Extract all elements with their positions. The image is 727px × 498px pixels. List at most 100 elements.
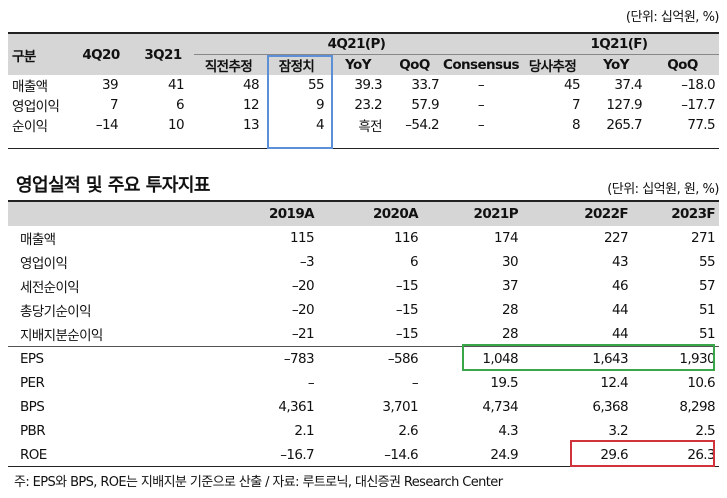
table1-unit: (단위: 십억원, %) bbox=[625, 10, 720, 25]
cell: 12 bbox=[243, 97, 260, 113]
cell: 39.3 bbox=[354, 77, 382, 93]
table-row: 총당기순이익 –20 –15 28 44 51 bbox=[8, 298, 719, 322]
table-row: 순이익 –14 10 13 4 흑전 –54.2 – 8 265.7 77.5 bbox=[8, 115, 719, 135]
cell: 44 bbox=[612, 302, 629, 318]
cell: 24.9 bbox=[490, 447, 518, 463]
cell: –16.7 bbox=[280, 447, 314, 463]
cell: 174 bbox=[494, 230, 519, 246]
cell: 227 bbox=[604, 230, 629, 246]
table-row: 세전순이익 –20 –15 37 46 57 bbox=[8, 274, 719, 298]
cell: –3 bbox=[299, 254, 315, 270]
table-row: 지배지분순이익 –21 –15 28 44 51 bbox=[8, 322, 719, 347]
table2-top-rule bbox=[8, 200, 719, 202]
cell: –783 bbox=[283, 351, 315, 367]
cell: 4 bbox=[316, 117, 325, 133]
row-label: 지배지분순이익 bbox=[20, 328, 103, 344]
cell: 흑전 bbox=[358, 119, 382, 135]
cell: 8,298 bbox=[679, 399, 715, 415]
cell: 28 bbox=[502, 326, 519, 342]
cell: 12.4 bbox=[600, 375, 628, 391]
cell: 7 bbox=[110, 97, 119, 113]
row-label: 매출액 bbox=[12, 79, 48, 95]
table-row: ROE –16.7 –14.6 24.9 29.6 26.3 bbox=[8, 443, 719, 467]
cell: 265.7 bbox=[606, 117, 642, 133]
header-year: 2021P bbox=[473, 206, 519, 222]
table-row: EPS –783 –586 1,048 1,643 1,930 bbox=[8, 346, 719, 372]
cell: –18.0 bbox=[681, 77, 715, 93]
table-row: 매출액 39 41 48 55 39.3 33.7 – 45 37.4 –18.… bbox=[8, 75, 719, 95]
cell: 10 bbox=[168, 117, 185, 133]
cell: 29.6 bbox=[600, 447, 628, 463]
row-label: BPS bbox=[20, 399, 45, 415]
cell: 6 bbox=[176, 97, 185, 113]
cell: 26.3 bbox=[687, 447, 715, 463]
cell: –586 bbox=[387, 351, 419, 367]
table-row: PBR 2.1 2.6 4.3 3.2 2.5 bbox=[8, 419, 719, 443]
subheader-yoy-f: YoY bbox=[603, 57, 629, 73]
header-col-label: 구분 bbox=[12, 48, 36, 65]
cell: –20 bbox=[291, 278, 315, 294]
cell: –14.6 bbox=[384, 447, 418, 463]
row-label: PBR bbox=[20, 423, 46, 439]
row-label: 순이익 bbox=[12, 119, 48, 135]
cell: 77.5 bbox=[687, 117, 715, 133]
row-label: 영업이익 bbox=[20, 256, 68, 272]
cell: – bbox=[477, 117, 485, 133]
subheader-qoq-f: QoQ bbox=[667, 57, 698, 73]
row-label: ROE bbox=[20, 447, 47, 463]
table-row: 영업이익 –3 6 30 43 55 bbox=[8, 250, 719, 274]
cell: –20 bbox=[291, 302, 315, 318]
header-year: 2023F bbox=[671, 206, 715, 222]
header-blank bbox=[8, 202, 208, 226]
row-label: 영업이익 bbox=[12, 99, 60, 115]
cell: 51 bbox=[699, 302, 716, 318]
subheader-prelim: 잠정치 bbox=[278, 59, 315, 75]
cell: –17.7 bbox=[681, 97, 715, 113]
header-group-4q21: 4Q21(P) bbox=[194, 34, 519, 55]
cell: 3,701 bbox=[382, 399, 418, 415]
cell: 4.3 bbox=[498, 423, 518, 439]
cell: 28 bbox=[502, 302, 519, 318]
cell: 13 bbox=[243, 117, 260, 133]
subheader-qoq: QoQ bbox=[399, 57, 430, 73]
prelim-highlight-box bbox=[267, 55, 333, 149]
cell: –54.2 bbox=[405, 117, 439, 133]
cell: 127.9 bbox=[606, 97, 642, 113]
cell: 45 bbox=[564, 77, 581, 93]
cell: 39 bbox=[102, 77, 119, 93]
table-row: 매출액 115 116 174 227 271 bbox=[8, 226, 719, 250]
cell: 57 bbox=[699, 278, 716, 294]
header-4q20: 4Q20 bbox=[82, 46, 120, 63]
cell: 55 bbox=[699, 254, 716, 270]
cell: 37.4 bbox=[614, 77, 642, 93]
cell: 1,930 bbox=[679, 351, 715, 367]
cell: 57.9 bbox=[411, 97, 439, 113]
subheader-yoy: YoY bbox=[345, 57, 371, 73]
table-row: BPS 4,361 3,701 4,734 6,368 8,298 bbox=[8, 395, 719, 419]
cell: – bbox=[307, 375, 315, 391]
subheader-prev-est: 직전추정 bbox=[204, 59, 253, 75]
cell: 41 bbox=[168, 77, 185, 93]
cell: 44 bbox=[612, 326, 629, 342]
cell: 1,643 bbox=[592, 351, 628, 367]
cell: –15 bbox=[395, 278, 419, 294]
header-year: 2020A bbox=[372, 206, 419, 222]
table-row: PER – – 19.5 12.4 10.6 bbox=[8, 371, 719, 395]
header-year: 2019A bbox=[268, 206, 315, 222]
table-row: 영업이익 7 6 12 9 23.2 57.9 – 7 127.9 –17.7 bbox=[8, 95, 719, 115]
financials-table: 2019A 2020A 2021P 2022F 2023F 매출액 115 11… bbox=[8, 202, 719, 467]
cell: 1,048 bbox=[482, 351, 518, 367]
row-label: PER bbox=[20, 375, 45, 391]
cell: 116 bbox=[394, 230, 419, 246]
cell: 4,361 bbox=[278, 399, 314, 415]
quarterly-table: 구분 4Q20 3Q21 4Q21(P) 1Q21(F) 직전추정 잠정치 Yo… bbox=[8, 34, 719, 135]
row-label: EPS bbox=[20, 351, 44, 367]
cell: 115 bbox=[290, 230, 315, 246]
cell: 23.2 bbox=[354, 97, 382, 113]
cell: 6,368 bbox=[592, 399, 628, 415]
table1-bottom-rule bbox=[8, 148, 719, 149]
cell: –15 bbox=[395, 326, 419, 342]
table1-top-rule bbox=[8, 32, 719, 34]
cell: 46 bbox=[612, 278, 629, 294]
cell: 19.5 bbox=[490, 375, 518, 391]
